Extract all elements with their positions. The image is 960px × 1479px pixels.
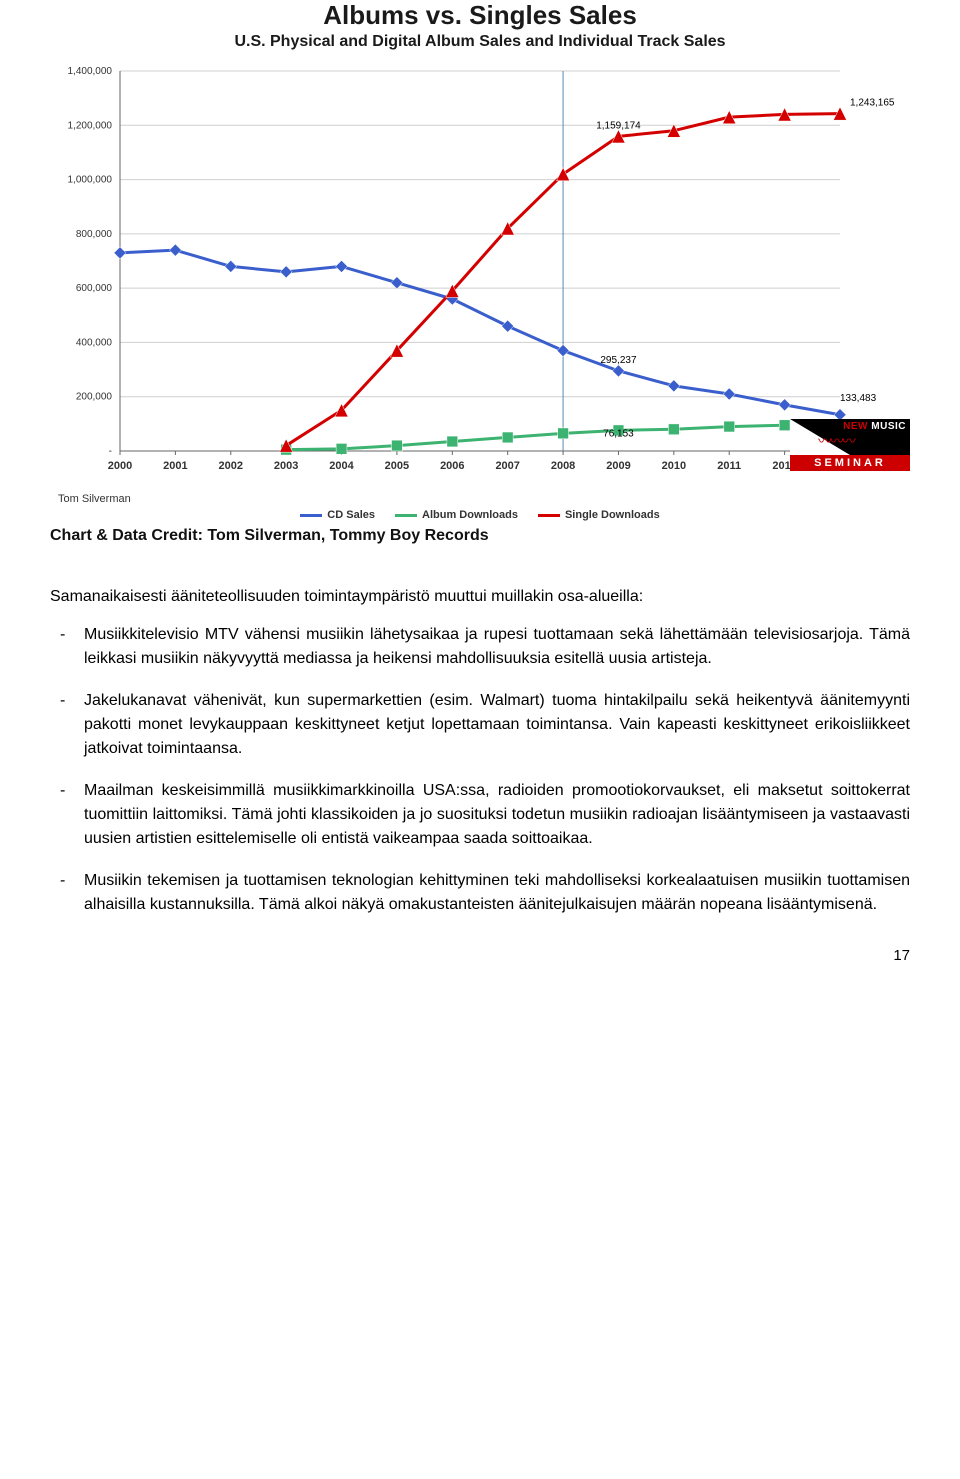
chart-title: Albums vs. Singles Sales — [50, 0, 910, 31]
svg-text:2009: 2009 — [606, 460, 630, 472]
legend-label: Single Downloads — [565, 509, 660, 521]
svg-text:1,400,000: 1,400,000 — [68, 66, 113, 77]
line-chart-svg: - 200,000 400,000 600,000 800,000 1,000,000 1,… — [50, 61, 910, 491]
bullet-list: Musiikkitelevisio MTV vähensi musiikin l… — [50, 623, 910, 917]
badge-wave-icon: 〰〰〰 — [818, 431, 854, 451]
svg-text:2001: 2001 — [163, 460, 187, 472]
svg-text:2005: 2005 — [385, 460, 409, 472]
badge-top: NEW MUSIC 〰〰〰 — [790, 419, 910, 455]
svg-text:2007: 2007 — [495, 460, 519, 472]
body-text: Samanaikaisesti ääniteteollisuuden toimi… — [50, 585, 910, 917]
svg-text:200,000: 200,000 — [76, 392, 113, 403]
badge-seminar: SEMINAR — [790, 455, 910, 471]
svg-text:2003: 2003 — [274, 460, 298, 472]
legend-item: Single Downloads — [538, 509, 660, 521]
svg-text:295,237: 295,237 — [600, 355, 637, 366]
chart-credit: Chart & Data Credit: Tom Silverman, Tomm… — [50, 527, 910, 545]
legend-label: CD Sales — [327, 509, 375, 521]
legend-swatch — [538, 514, 560, 517]
svg-text:1,243,165: 1,243,165 — [850, 98, 895, 109]
svg-text:2000: 2000 — [108, 460, 132, 472]
svg-text:2006: 2006 — [440, 460, 464, 472]
svg-text:133,483: 133,483 — [840, 393, 877, 404]
svg-text:2004: 2004 — [329, 460, 354, 472]
chart-plot: - 200,000 400,000 600,000 800,000 1,000,000 1,… — [50, 61, 910, 491]
svg-text:1,159,174: 1,159,174 — [596, 120, 641, 131]
chart-legend: CD Sales Album Downloads Single Downloads — [50, 509, 910, 521]
legend-swatch — [300, 514, 322, 517]
bullet-item: Musiikin tekemisen ja tuottamisen teknol… — [50, 869, 910, 917]
svg-text:2002: 2002 — [219, 460, 243, 472]
legend-swatch — [395, 514, 417, 517]
chart-source-left: Tom Silverman — [58, 493, 910, 505]
legend-label: Album Downloads — [422, 509, 518, 521]
chart-subtitle: U.S. Physical and Digital Album Sales an… — [50, 33, 910, 51]
svg-text:2011: 2011 — [717, 460, 741, 472]
svg-text:600,000: 600,000 — [76, 283, 113, 294]
bullet-item: Musiikkitelevisio MTV vähensi musiikin l… — [50, 623, 910, 671]
legend-item: CD Sales — [300, 509, 375, 521]
intro-paragraph: Samanaikaisesti ääniteteollisuuden toimi… — [50, 585, 910, 609]
svg-text:1,200,000: 1,200,000 — [68, 120, 113, 131]
svg-text:1,000,000: 1,000,000 — [68, 175, 113, 186]
svg-text:2010: 2010 — [662, 460, 686, 472]
svg-text:-: - — [109, 446, 112, 457]
svg-text:76,153: 76,153 — [603, 428, 634, 439]
bullet-item: Maailman keskeisimmillä musiikkimarkkino… — [50, 779, 910, 851]
bullet-item: Jakelukanavat vähenivät, kun supermarket… — [50, 689, 910, 761]
legend-item: Album Downloads — [395, 509, 518, 521]
svg-text:800,000: 800,000 — [76, 229, 113, 240]
page-number: 17 — [50, 947, 910, 964]
chart-container: Albums vs. Singles Sales U.S. Physical a… — [50, 0, 910, 545]
svg-text:400,000: 400,000 — [76, 337, 113, 348]
seminar-badge: NEW MUSIC 〰〰〰 SEMINAR — [790, 419, 910, 471]
badge-music: MUSIC — [871, 421, 906, 432]
svg-text:2008: 2008 — [551, 460, 575, 472]
